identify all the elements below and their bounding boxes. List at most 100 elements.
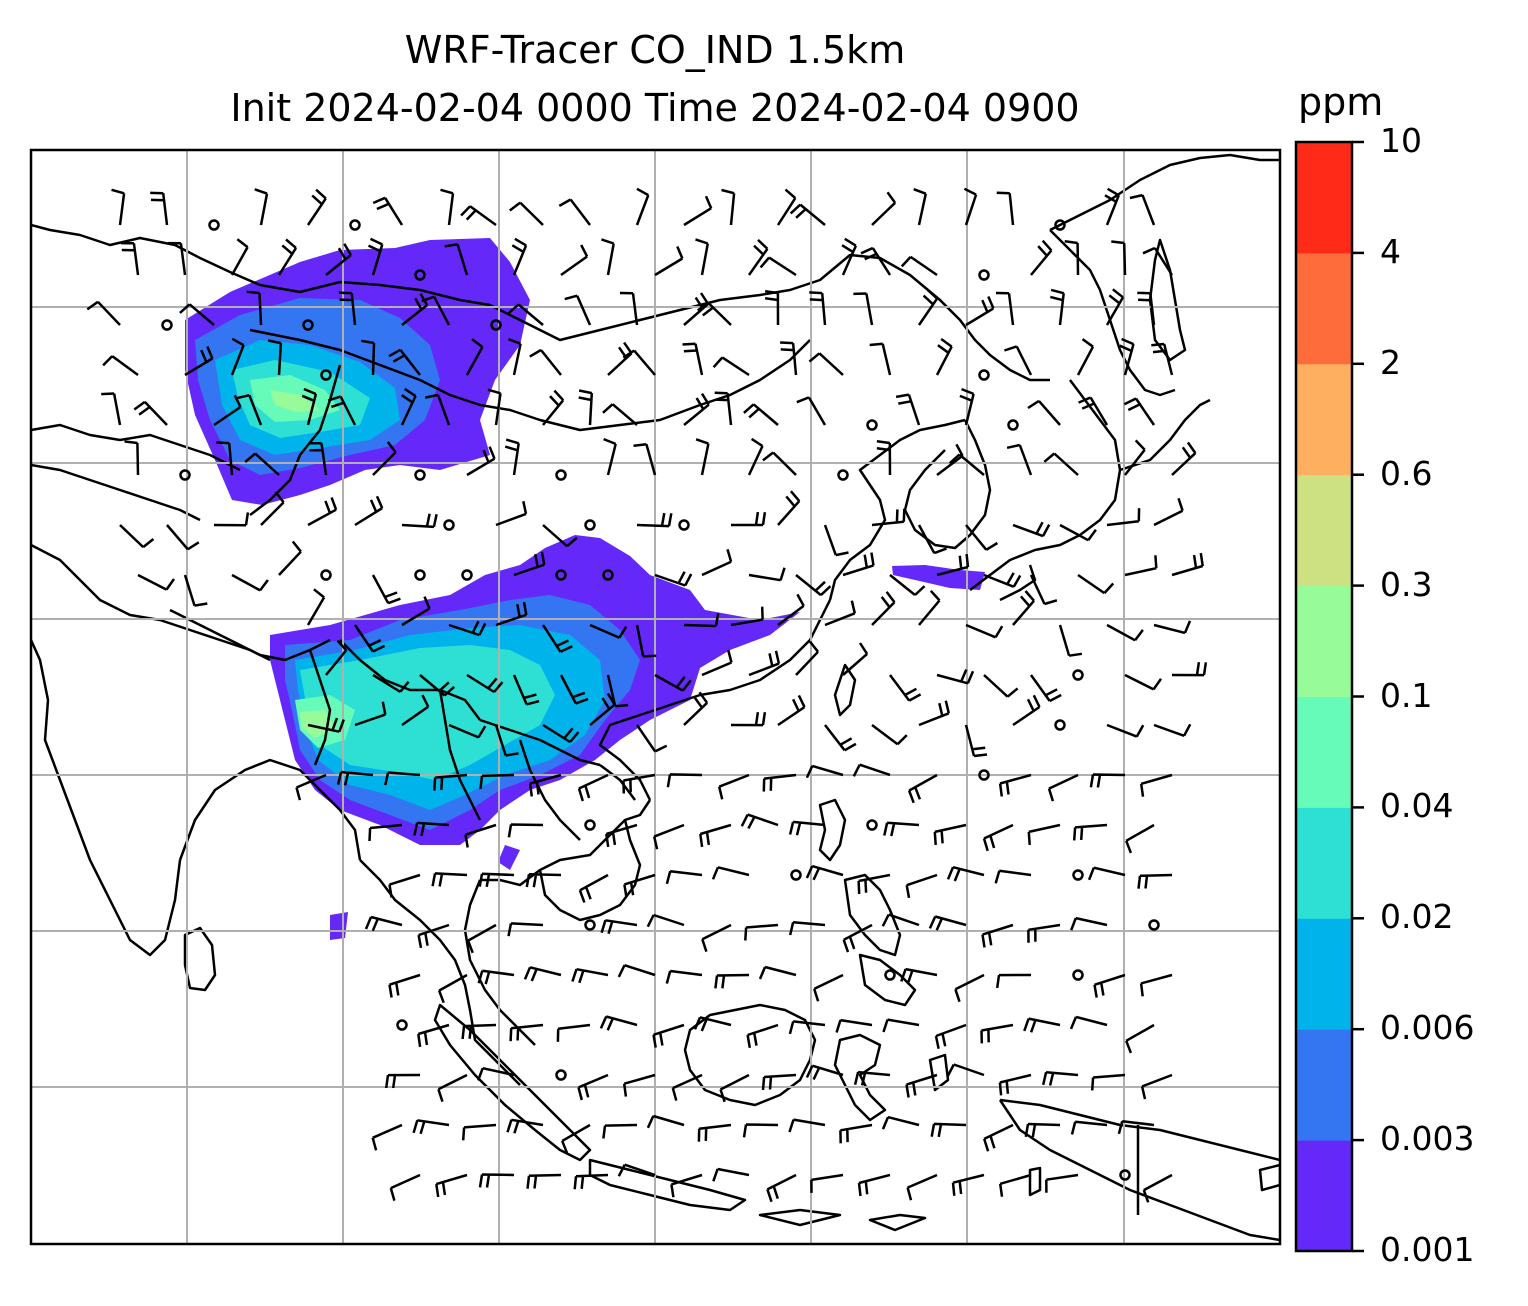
wind-barb [635,724,668,753]
wind-barb [1124,555,1158,577]
wind-barb [852,763,891,777]
wind-barb [401,596,431,627]
wind-barb [777,490,801,526]
wind-barb [905,873,938,899]
wind-barb [86,300,121,326]
wind-barb [730,606,764,627]
wind-barb [619,291,639,326]
colorbar-tick-label: 0.006 [1380,1008,1475,1048]
wind-barb [652,823,685,850]
wind-barb [936,443,964,476]
wind-barb [388,973,421,998]
wind-barb [1012,694,1041,727]
wind-barb [477,969,515,985]
wind-barb [805,1064,844,1081]
wind-barb [777,593,805,627]
wind-barb [507,823,544,838]
colorbar-band [1296,474,1352,587]
wind-barb [1076,338,1095,376]
wind-barb [1106,623,1144,642]
wind-barb [935,337,953,376]
wind-barb [466,446,496,477]
wind-barb [693,1016,732,1032]
wind-barb [479,773,515,790]
wind-barb [419,674,456,697]
wind-barb [383,771,421,786]
wind-barb [413,821,450,837]
wind-barb [670,1173,703,1198]
wind-barb [777,694,806,727]
wind-barb [1012,590,1035,626]
colorbar-band [1296,696,1352,808]
colorbar [1294,140,1364,1253]
wind-barb [882,1018,920,1033]
wind-barb [788,1118,826,1133]
wind-barb [701,649,733,677]
wind-barb [448,620,487,637]
wind-barb [998,1173,1032,1197]
wind-barb [325,639,348,676]
wind-barb [1029,574,1058,606]
colorbar-tick-label: 0.6 [1380,453,1433,493]
wind-barb [717,773,750,800]
wind-barb [654,246,684,277]
wind-barb [883,821,920,837]
wind-barb [1125,823,1155,854]
wind-barb [1119,337,1135,376]
wind-barb [809,291,827,326]
wind-barb [889,574,926,596]
wind-barb [796,396,827,426]
wind-barb [934,1023,967,1049]
wind-barb [905,1073,938,1098]
wind-barb [602,1123,638,1139]
wind-barb [946,865,985,882]
wind-calm-marker [1148,919,1160,931]
wind-calm-marker [1072,869,1084,881]
wind-barb [701,548,733,577]
wind-barb [1093,973,1126,998]
wind-barb [421,295,451,326]
wind-barb [354,495,384,527]
wind-barb [1059,523,1097,542]
wind-barb [506,1118,544,1134]
wind-barb [1030,239,1053,276]
wind-barb [805,764,844,779]
wind-barb [695,238,710,276]
wind-barb [360,339,376,376]
wind-barb [417,1023,450,1048]
wind-barb [433,773,468,791]
wind-barb [372,196,404,226]
wind-calm-marker [461,569,473,581]
wind-calm-marker [179,469,191,481]
wind-barb [368,823,403,842]
wind-barb [466,923,497,954]
map-subtitle: Init 2024-02-04 0000 Time 2024-02-04 090… [230,86,1080,130]
wind-barb [712,1167,750,1182]
wind-barb [1064,240,1080,276]
wind-barb [437,973,468,1004]
wind-barb [509,201,544,226]
wind-barb [1106,508,1141,527]
wind-barb [1012,521,1051,538]
wind-calm-marker [978,269,990,281]
wind-barb [307,717,345,733]
wind-barb [994,869,1032,884]
wind-calm-marker [584,519,596,531]
wind-barb [1090,1073,1126,1091]
wind-barb [184,346,214,377]
colorbar-tick-label: 0.3 [1380,564,1433,604]
wind-barb [980,1023,1014,1044]
wind-barb [748,650,781,677]
wind-barb [795,640,819,676]
lat-lon-grid [31,150,1280,1244]
colorbar-tick-label: 2 [1380,342,1401,382]
wind-barb [525,872,562,888]
wind-barb [857,873,891,895]
wind-barb [1043,452,1079,476]
wind-barb [578,873,609,903]
wind-barb [295,773,327,801]
wind-barb [602,403,638,426]
wind-calm-marker [396,1019,408,1031]
wind-calm-marker [414,469,426,481]
wind-barb [603,437,617,476]
